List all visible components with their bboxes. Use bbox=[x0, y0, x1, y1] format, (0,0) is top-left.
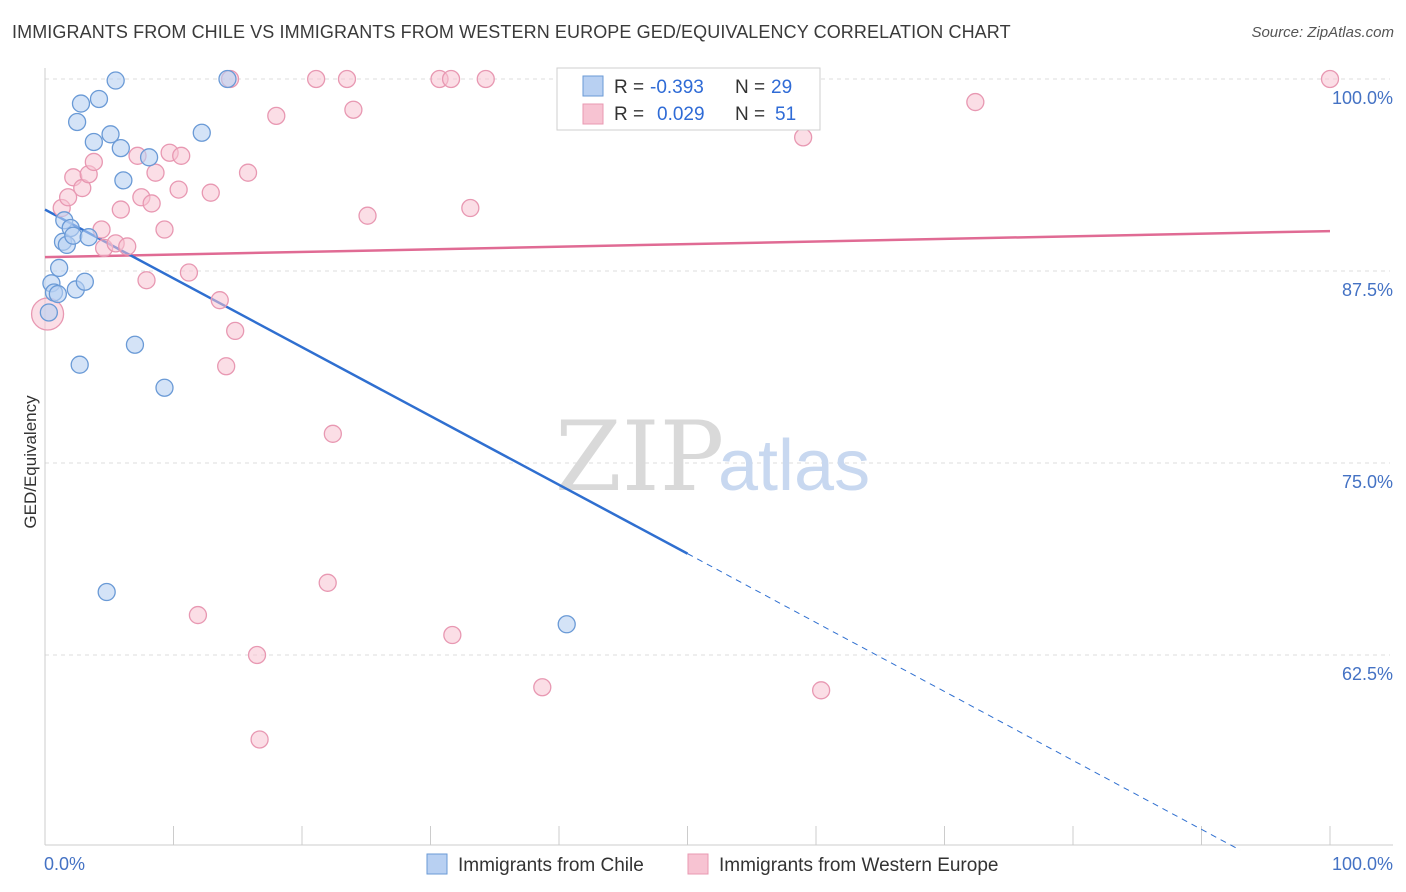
point-chile bbox=[557, 615, 576, 634]
point-chile bbox=[84, 132, 103, 152]
bottom-legend-swatch-we bbox=[687, 853, 709, 875]
legend-r-label-we: R = bbox=[614, 104, 644, 125]
legend-bottom: Immigrants from Chile Immigrants from We… bbox=[426, 853, 998, 876]
trend-layer bbox=[44, 208, 1331, 851]
point-western-europe bbox=[966, 92, 985, 112]
trend-line-chile-extension bbox=[687, 553, 1241, 851]
point-western-europe bbox=[142, 194, 161, 213]
point-western-europe bbox=[58, 188, 78, 207]
point-western-europe bbox=[217, 357, 236, 376]
point-chile bbox=[139, 148, 159, 167]
point-chile bbox=[49, 258, 69, 278]
point-western-europe bbox=[118, 237, 137, 256]
y-axis-label: GED/Equivalency bbox=[21, 395, 40, 529]
point-western-europe bbox=[137, 271, 156, 290]
legend-swatch-we bbox=[582, 103, 604, 125]
point-western-europe bbox=[84, 152, 103, 172]
point-chile bbox=[155, 378, 174, 397]
trend-line-western-europe bbox=[44, 229, 1331, 259]
point-western-europe bbox=[250, 730, 269, 749]
point-western-europe bbox=[267, 106, 286, 126]
bottom-legend-label-we: Immigrants from Western Europe bbox=[719, 855, 998, 876]
point-chile bbox=[75, 272, 94, 291]
point-chile bbox=[218, 69, 237, 89]
point-western-europe bbox=[226, 321, 245, 341]
point-chile bbox=[79, 228, 98, 247]
point-western-europe bbox=[323, 424, 342, 443]
legend-n-label-we: N = bbox=[735, 104, 765, 125]
point-western-europe bbox=[1320, 69, 1340, 89]
x-tick-label-max: 100.0% bbox=[1332, 854, 1393, 874]
point-chile bbox=[125, 335, 145, 354]
legend-r-label-chile: R = bbox=[614, 77, 644, 98]
y-tick-label: 100.0% bbox=[1332, 88, 1393, 108]
trend-line-chile bbox=[44, 208, 689, 555]
watermark-zip: ZIP bbox=[555, 401, 724, 513]
legend-swatch-chile bbox=[582, 75, 604, 97]
point-chile bbox=[67, 112, 87, 132]
x-tick-label-min: 0.0% bbox=[44, 854, 85, 874]
point-western-europe bbox=[441, 69, 461, 89]
point-western-europe bbox=[210, 291, 229, 310]
axis-layer: 100.0% 87.5% 75.0% 62.5% 0.0% 100.0% bbox=[44, 68, 1393, 874]
point-western-europe bbox=[172, 146, 191, 165]
point-western-europe bbox=[794, 128, 813, 147]
point-chile bbox=[48, 284, 67, 304]
point-chile bbox=[89, 89, 109, 109]
point-western-europe bbox=[344, 100, 363, 119]
point-chile bbox=[111, 138, 130, 158]
point-western-europe bbox=[811, 681, 831, 700]
point-chile bbox=[97, 582, 116, 602]
point-western-europe bbox=[146, 163, 165, 182]
point-chile bbox=[114, 171, 133, 190]
point-chile bbox=[71, 94, 91, 113]
point-western-europe bbox=[443, 625, 462, 645]
legend-top: R = -0.393 N = 29 R = 0.029 N = 51 bbox=[556, 67, 821, 131]
y-tick-label: 75.0% bbox=[1342, 472, 1393, 492]
point-western-europe bbox=[201, 183, 220, 202]
point-western-europe bbox=[238, 163, 258, 182]
point-chile bbox=[192, 123, 211, 142]
chart-title: IMMIGRANTS FROM CHILE VS IMMIGRANTS FROM… bbox=[12, 22, 1011, 42]
bottom-legend-swatch-chile bbox=[426, 853, 448, 875]
point-western-europe bbox=[306, 69, 326, 89]
point-western-europe bbox=[337, 69, 357, 89]
point-western-europe bbox=[155, 220, 174, 239]
point-chile bbox=[64, 226, 83, 245]
legend-n-value-we: 51 bbox=[775, 104, 796, 125]
point-chile bbox=[70, 355, 89, 374]
y-tick-label: 87.5% bbox=[1342, 280, 1393, 300]
point-western-europe bbox=[111, 200, 130, 219]
point-chile bbox=[39, 303, 59, 322]
point-western-europe bbox=[318, 573, 337, 592]
point-chile bbox=[101, 125, 120, 144]
point-western-europe bbox=[461, 198, 480, 218]
point-western-europe bbox=[179, 263, 199, 282]
point-western-europe bbox=[247, 645, 267, 665]
chart-source: Source: ZipAtlas.com bbox=[1251, 24, 1394, 41]
point-chile bbox=[106, 71, 125, 90]
y-tick-label: 62.5% bbox=[1342, 664, 1393, 684]
legend-n-value-chile: 29 bbox=[771, 77, 792, 98]
point-western-europe bbox=[169, 180, 188, 199]
watermark: ZIP atlas bbox=[555, 401, 870, 513]
watermark-atlas: atlas bbox=[718, 426, 870, 506]
legend-r-value-we: 0.029 bbox=[657, 104, 705, 125]
bottom-legend-label-chile: Immigrants from Chile bbox=[458, 855, 644, 876]
point-western-europe bbox=[358, 206, 377, 225]
legend-n-label-chile: N = bbox=[735, 77, 765, 98]
point-western-europe bbox=[188, 605, 208, 625]
point-western-europe bbox=[476, 69, 495, 89]
legend-r-value-chile: -0.393 bbox=[650, 77, 704, 98]
point-western-europe bbox=[533, 678, 552, 697]
